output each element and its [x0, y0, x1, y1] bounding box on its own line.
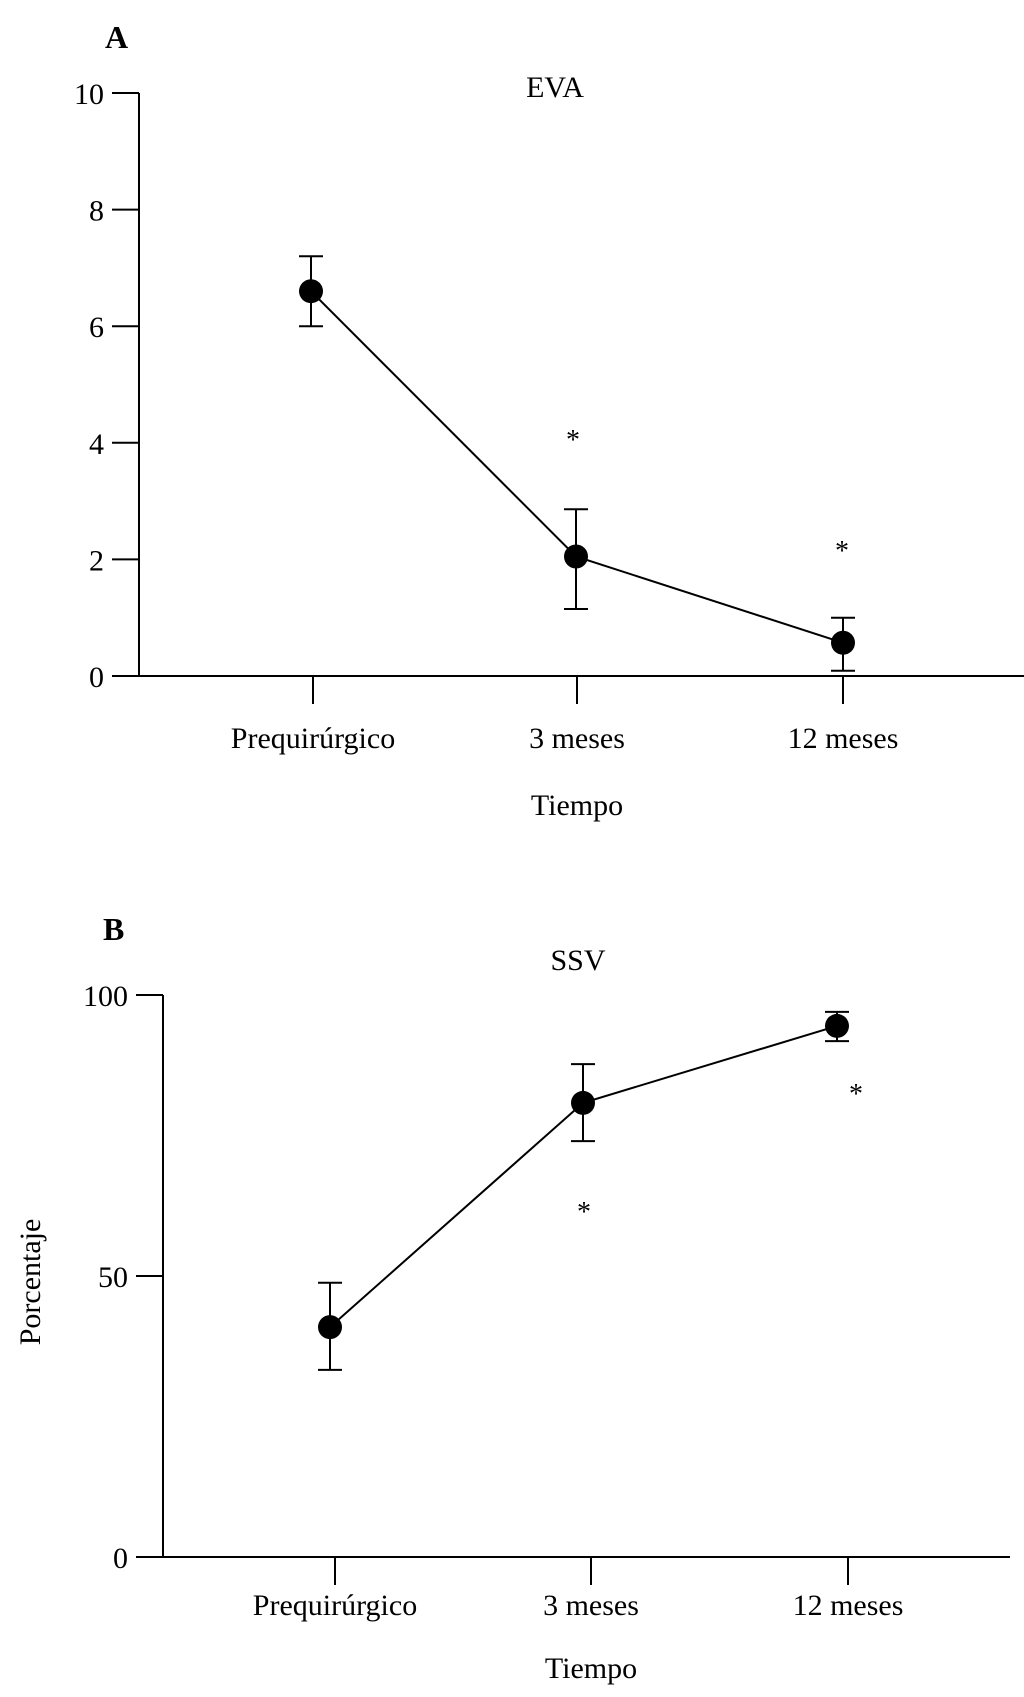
panel-b-data-point — [571, 1090, 595, 1115]
panel-b-y-tick-label: 100 — [83, 980, 128, 1013]
panel-a-significance-marker: * — [566, 425, 580, 456]
panel-b-xlabel: Tiempo — [545, 1652, 637, 1685]
panel-a-data-point — [831, 630, 855, 655]
panel-a-y-tick-label: 0 — [89, 661, 104, 694]
panel-b-y-tick-label: 50 — [98, 1261, 128, 1294]
panel-b-significance-marker: * — [577, 1197, 591, 1228]
panel-a-y-tick-label: 4 — [89, 428, 104, 461]
panel-a-x-tick-label: Prequirúrgico — [231, 722, 395, 755]
panel-b-significance-marker: * — [849, 1079, 863, 1110]
panel-b-plot: 0 50 100 Prequirúrgico 3 meses 12 meses * * — [83, 980, 1010, 1622]
panel-a-title: EVA — [526, 71, 584, 104]
panel-a-x-tick-label: 3 meses — [529, 722, 625, 755]
panel-b-x-tick-label: Prequirúrgico — [253, 1589, 417, 1622]
panel-a-x-tick-label: 12 meses — [788, 722, 899, 755]
panel-b-data-point — [825, 1013, 849, 1038]
panel-a-xlabel: Tiempo — [531, 789, 623, 822]
panel-b-x-tick-label: 3 meses — [543, 1589, 639, 1622]
panel-b-data-point — [318, 1315, 342, 1340]
panel-b-y-tick-label: 0 — [113, 1542, 128, 1575]
panel-a-data-point — [299, 279, 323, 304]
panel-a-y-tick-label: 8 — [89, 195, 104, 228]
panel-a-plot: 0 2 4 6 8 10 Prequirúrgico 3 meses 12 meses * * — [74, 78, 1024, 755]
panel-a-significance-marker: * — [835, 536, 849, 567]
panel-b-x-tick-label: 12 meses — [793, 1589, 904, 1622]
panel-b-ylabel: Porcentaje — [14, 1219, 47, 1346]
panel-a-y-tick-label: 2 — [89, 544, 104, 577]
panel-b-letter: B — [103, 911, 124, 947]
panel-a-y-tick-label: 6 — [89, 311, 104, 344]
panel-a-letter: A — [105, 19, 128, 55]
panel-a-data-point — [564, 544, 588, 569]
panel-b-title: SSV — [550, 944, 605, 977]
panel-a-y-tick-label: 10 — [74, 78, 104, 111]
